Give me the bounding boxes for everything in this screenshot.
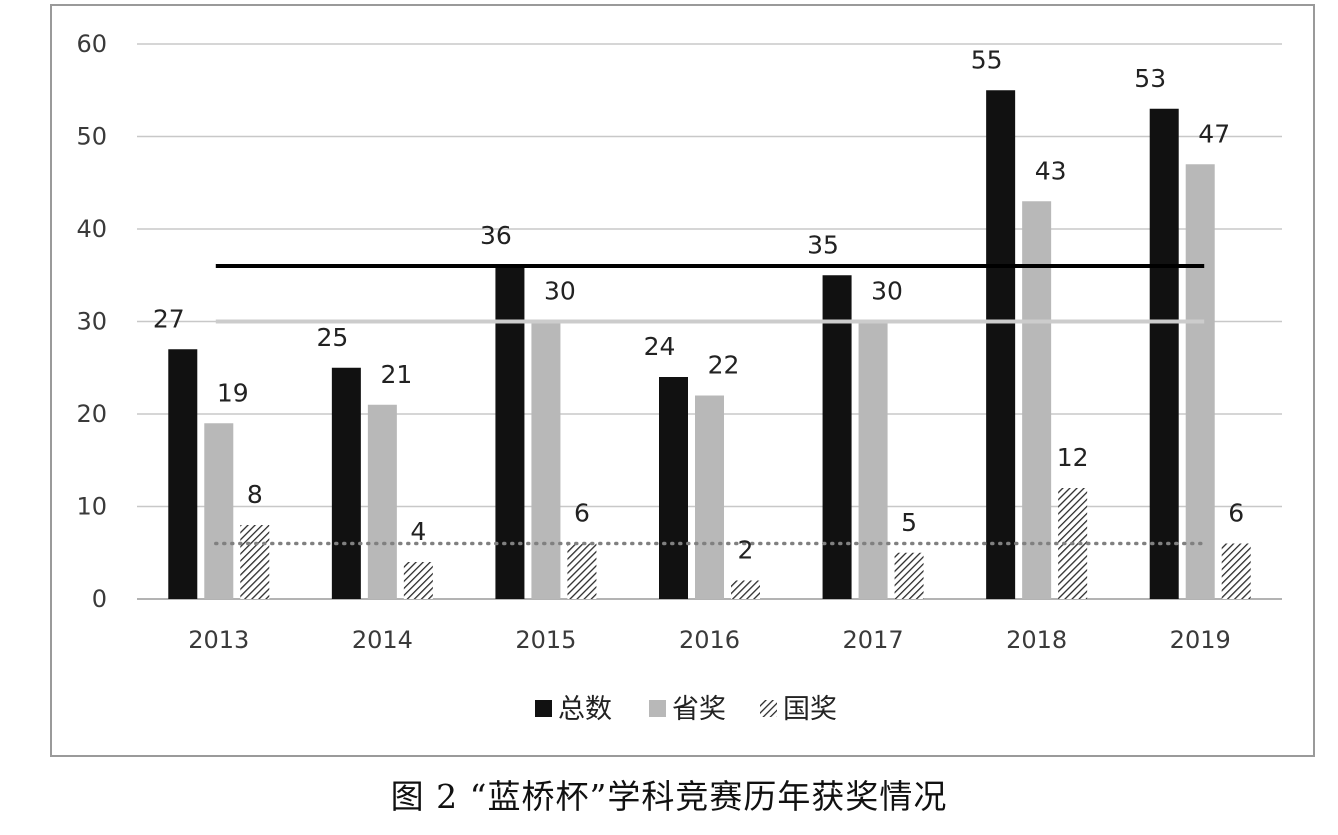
bar-2014-1 xyxy=(367,404,397,599)
x-tick-label: 2013 xyxy=(188,626,249,654)
data-label: 12 xyxy=(1057,443,1089,472)
bar-2017-1 xyxy=(858,321,888,599)
bar-2019-1 xyxy=(1185,164,1215,599)
bar-2013-2 xyxy=(240,525,270,599)
chart-frame: 0 10 20 30 40 50 60 27 19 8 25 21 4 36 30 6 24 22 2 35 30 5 5… xyxy=(50,4,1315,757)
bar-2016-0 xyxy=(659,377,688,599)
bar-2015-1 xyxy=(531,321,561,599)
x-tick-label: 2017 xyxy=(843,626,904,654)
bars xyxy=(168,90,1251,599)
bar-2016-2 xyxy=(731,580,760,599)
figure-caption: 图 2 “蓝桥杯”学科竞赛历年获奖情况 xyxy=(390,777,948,816)
x-tick-label: 2019 xyxy=(1170,626,1231,654)
data-label: 6 xyxy=(1228,499,1244,528)
data-label: 8 xyxy=(247,480,263,509)
legend-swatch xyxy=(535,700,552,717)
data-label: 30 xyxy=(871,277,903,306)
data-label: 5 xyxy=(901,508,917,537)
legend-swatch xyxy=(760,700,777,717)
data-label: 30 xyxy=(544,277,576,306)
bar-2013-1 xyxy=(204,423,234,599)
x-tick-label: 2018 xyxy=(1006,626,1067,654)
y-tick-label: 20 xyxy=(76,400,107,428)
data-label: 25 xyxy=(316,323,348,352)
data-label: 43 xyxy=(1035,156,1067,185)
data-label: 24 xyxy=(644,332,676,361)
data-label: 36 xyxy=(480,221,512,250)
y-tick-label: 30 xyxy=(76,308,107,336)
data-label: 35 xyxy=(807,230,839,259)
data-label: 55 xyxy=(971,45,1003,74)
legend-swatch xyxy=(649,700,666,717)
legend-label: 总数 xyxy=(558,694,612,725)
bar-2014-2 xyxy=(403,562,433,599)
bar-2015-2 xyxy=(567,543,597,599)
legend-label: 省奖 xyxy=(672,694,726,725)
y-axis-ticks: 0 10 20 30 40 50 60 xyxy=(76,30,107,613)
bar-2018-0 xyxy=(986,90,1016,599)
x-tick-label: 2015 xyxy=(515,626,576,654)
data-label: 27 xyxy=(153,304,185,333)
data-label: 47 xyxy=(1198,119,1230,148)
x-axis-ticks: 2013 2014 2015 2016 2017 2018 2019 xyxy=(188,626,1231,654)
x-tick-label: 2014 xyxy=(352,626,413,654)
bar-2015-0 xyxy=(495,266,525,599)
x-tick-label: 2016 xyxy=(679,626,740,654)
bar-2019-2 xyxy=(1221,543,1251,599)
y-tick-label: 40 xyxy=(76,215,107,243)
bar-2017-0 xyxy=(822,275,852,599)
bar-2018-1 xyxy=(1022,201,1052,599)
data-label: 2 xyxy=(738,536,754,565)
data-label: 53 xyxy=(1134,64,1166,93)
bar-2016-1 xyxy=(695,395,724,599)
bar-2013-0 xyxy=(168,349,198,599)
data-label: 19 xyxy=(217,378,249,407)
y-tick-label: 60 xyxy=(76,30,107,58)
y-tick-label: 0 xyxy=(92,585,107,613)
y-tick-label: 50 xyxy=(76,123,107,151)
data-label: 21 xyxy=(380,360,412,389)
reference-lines xyxy=(214,264,1206,546)
bar-2019-0 xyxy=(1149,108,1179,599)
legend-label: 国奖 xyxy=(783,694,837,725)
legend: 总数 省奖 国奖 xyxy=(535,694,837,725)
data-label: 6 xyxy=(574,499,590,528)
bar-2017-2 xyxy=(894,552,924,599)
bar-2014-0 xyxy=(331,367,361,599)
y-tick-label: 10 xyxy=(76,493,107,521)
data-label: 4 xyxy=(410,517,426,546)
data-label: 22 xyxy=(708,351,740,380)
